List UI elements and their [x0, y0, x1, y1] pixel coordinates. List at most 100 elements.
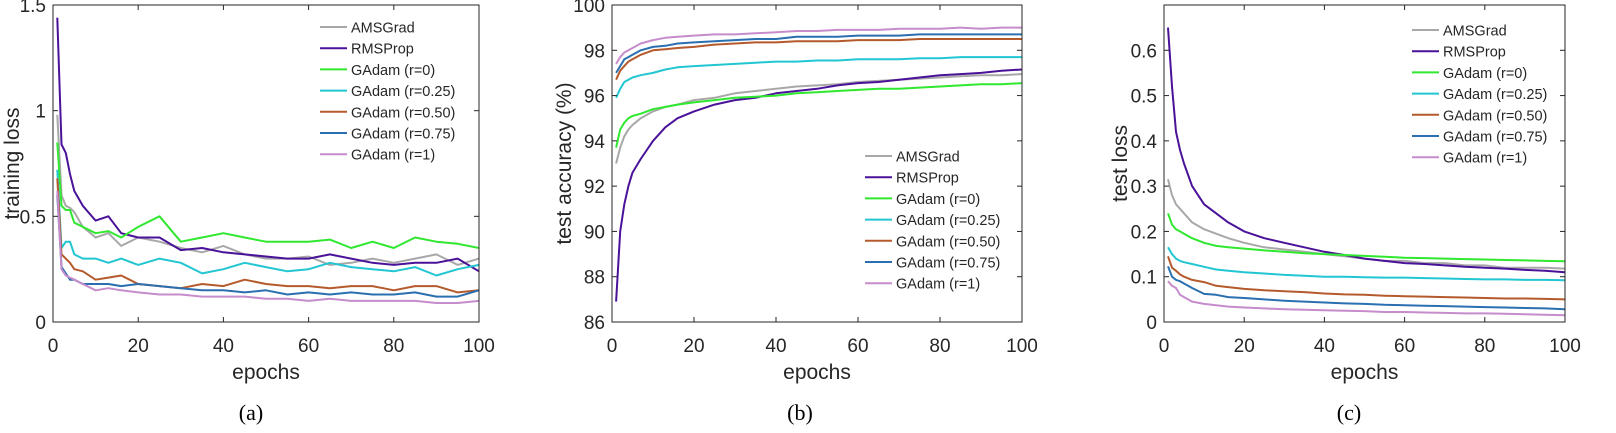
- subplot-caption: (c): [1337, 400, 1361, 425]
- y-tick-label: 86: [584, 313, 605, 334]
- y-tick-label: 96: [584, 87, 605, 108]
- y-tick-label: 98: [584, 41, 605, 62]
- legend-item: GAdam (r=1): [865, 277, 980, 293]
- legend-label: RMSProp: [896, 171, 959, 187]
- y-tick-label: 100: [573, 0, 605, 17]
- x-tick-label: 60: [1394, 336, 1415, 357]
- x-tick-label: 40: [1314, 336, 1335, 357]
- y-tick-label: 0.5: [20, 207, 46, 228]
- legend-label: GAdam (r=1): [1443, 151, 1527, 167]
- x-tick-label: 100: [1006, 336, 1038, 357]
- legend: AMSGrad RMSProp GAdam (r=0) GAdam (r=0.25) G…: [865, 150, 1000, 293]
- x-tick-label: 20: [128, 336, 149, 357]
- legend-label: GAdam (r=0.75): [351, 127, 455, 143]
- x-tick-label: 40: [765, 336, 786, 357]
- legend-item: RMSProp: [865, 171, 959, 187]
- legend-label: GAdam (r=0): [1443, 66, 1527, 82]
- legend-item: GAdam (r=1): [320, 148, 435, 164]
- legend-item: GAdam (r=0.75): [320, 127, 455, 143]
- legend-label: GAdam (r=0): [351, 63, 435, 79]
- series-line-gadam-r-1: [56, 190, 480, 304]
- x-tick-label: 100: [1549, 336, 1581, 357]
- legend-item: GAdam (r=0.25): [320, 84, 455, 100]
- legend-item: GAdam (r=0.50): [1412, 108, 1547, 124]
- legend-label: AMSGrad: [896, 150, 960, 166]
- legend-label: GAdam (r=0.75): [1443, 130, 1547, 146]
- subplot-caption: (a): [239, 400, 263, 425]
- legend: AMSGrad RMSProp GAdam (r=0) GAdam (r=0.25) G…: [1412, 24, 1547, 167]
- x-tick-label: 20: [683, 336, 704, 357]
- x-tick-label: 60: [298, 336, 319, 357]
- x-tick-label: 0: [607, 336, 618, 357]
- y-axis-label: test loss: [1109, 125, 1132, 202]
- legend-item: GAdam (r=0): [320, 63, 435, 79]
- y-tick-label: 0.1: [1131, 268, 1157, 289]
- x-tick-label: 60: [847, 336, 868, 357]
- y-axis-label: training loss: [1, 107, 24, 219]
- y-tick-label: 0.6: [1131, 41, 1157, 62]
- legend-item: GAdam (r=0.50): [320, 105, 455, 121]
- legend-item: GAdam (r=0): [865, 192, 980, 208]
- legend-item: GAdam (r=0): [1412, 66, 1527, 82]
- x-axis-label: epochs: [232, 361, 300, 384]
- y-tick-label: 88: [584, 268, 605, 289]
- series-line-gadam-r-0-50: [615, 38, 1022, 81]
- legend-label: GAdam (r=0.50): [896, 234, 1000, 250]
- series-line-amsgrad: [615, 73, 1023, 164]
- legend-label: AMSGrad: [351, 21, 415, 37]
- axes-box: [52, 4, 480, 323]
- legend-label: GAdam (r=0.50): [351, 105, 455, 121]
- series-line-gadam-r-1: [615, 26, 1022, 65]
- y-tick-label: 0: [1146, 313, 1157, 334]
- axes-box: [1163, 4, 1566, 323]
- legend-label: GAdam (r=1): [896, 277, 980, 293]
- legend-label: GAdam (r=0.25): [351, 84, 455, 100]
- legend-item: GAdam (r=0.75): [865, 256, 1000, 272]
- series-line-gadam-r-0-50: [1167, 255, 1566, 301]
- legend-label: AMSGrad: [1443, 24, 1507, 40]
- legend-item: GAdam (r=1): [1412, 151, 1527, 167]
- legend-label: GAdam (r=0.25): [1443, 87, 1547, 103]
- y-tick-label: 0.4: [1131, 132, 1158, 153]
- legend-item: RMSProp: [320, 42, 414, 58]
- y-tick-label: 92: [584, 177, 605, 198]
- x-tick-label: 0: [1159, 336, 1170, 357]
- y-tick-label: 0: [35, 313, 46, 334]
- x-axis-label: epochs: [1331, 361, 1399, 384]
- legend-label: GAdam (r=0.25): [896, 213, 1000, 229]
- legend-item: RMSProp: [1412, 45, 1506, 61]
- legend-item: GAdam (r=0.25): [865, 213, 1000, 229]
- y-tick-label: 0.5: [1131, 87, 1157, 108]
- y-tick-label: 90: [584, 222, 605, 243]
- legend-item: AMSGrad: [865, 150, 960, 166]
- series-line-amsgrad: [56, 114, 480, 266]
- series-line-gadam-r-0-75: [1167, 265, 1566, 311]
- series-line-gadam-r-0-25: [1167, 246, 1566, 282]
- legend-item: AMSGrad: [320, 21, 415, 37]
- subplot-caption: (b): [787, 400, 813, 425]
- y-tick-label: 1: [35, 102, 46, 123]
- x-tick-label: 80: [1474, 336, 1495, 357]
- legend-label: GAdam (r=0): [896, 192, 980, 208]
- y-tick-label: 0.3: [1131, 177, 1157, 198]
- series-line-gadam-r-0-25: [615, 56, 1022, 99]
- y-tick-label: 94: [584, 132, 606, 153]
- x-tick-label: 80: [929, 336, 950, 357]
- series-line-gadam-r-0: [615, 82, 1023, 148]
- legend-label: RMSProp: [1443, 45, 1506, 61]
- series-line-rmsprop: [56, 17, 480, 273]
- series-line-rmsprop: [1167, 27, 1566, 274]
- legend-item: GAdam (r=0.50): [865, 234, 1000, 250]
- series-line-gadam-r-0-75: [615, 33, 1022, 74]
- axes-box: [611, 4, 1023, 323]
- subplot-a: 0 20 40 60 80 100 0 0.5 1 1.5 epochs training loss A…: [1, 0, 495, 425]
- series-line-gadam-r-0: [56, 142, 480, 249]
- series-line-gadam-r-0: [1167, 212, 1566, 263]
- legend-item: GAdam (r=0.25): [1412, 87, 1547, 103]
- y-tick-label: 0.2: [1131, 222, 1157, 243]
- legend-label: GAdam (r=0.75): [896, 256, 1000, 272]
- x-tick-label: 40: [213, 336, 234, 357]
- x-tick-label: 0: [48, 336, 59, 357]
- y-axis-label: test accuracy (%): [553, 82, 576, 244]
